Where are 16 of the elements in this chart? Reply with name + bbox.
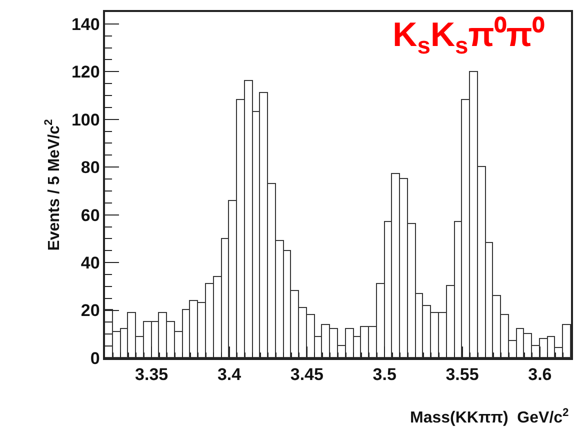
y-tick-label: 140 (71, 14, 100, 34)
y-tick-label: 40 (80, 254, 100, 272)
x-tick-label: 3.45 (290, 365, 324, 384)
x-tick-label: 3.6 (528, 365, 552, 384)
x-tick-label: 3.55 (446, 365, 479, 384)
chart-title: K$_{s}$K$_{s}$π⁰π⁰ (392, 16, 544, 60)
y-tick-label: 120 (71, 62, 100, 82)
y-tick-label: 100 (71, 110, 100, 130)
x-tick-label: 3.4 (217, 365, 242, 384)
y-tick-label: 0 (90, 348, 100, 368)
x-tick-label: 3.35 (135, 365, 168, 384)
y-tick-label: 20 (80, 301, 100, 320)
y-tick-label: 80 (80, 158, 100, 178)
x-tick-label: 3.5 (372, 365, 396, 384)
y-tick-label: 60 (80, 206, 100, 225)
x-axis-title: Mass(KKππ) GeV/c$^{2}$ (410, 407, 569, 427)
